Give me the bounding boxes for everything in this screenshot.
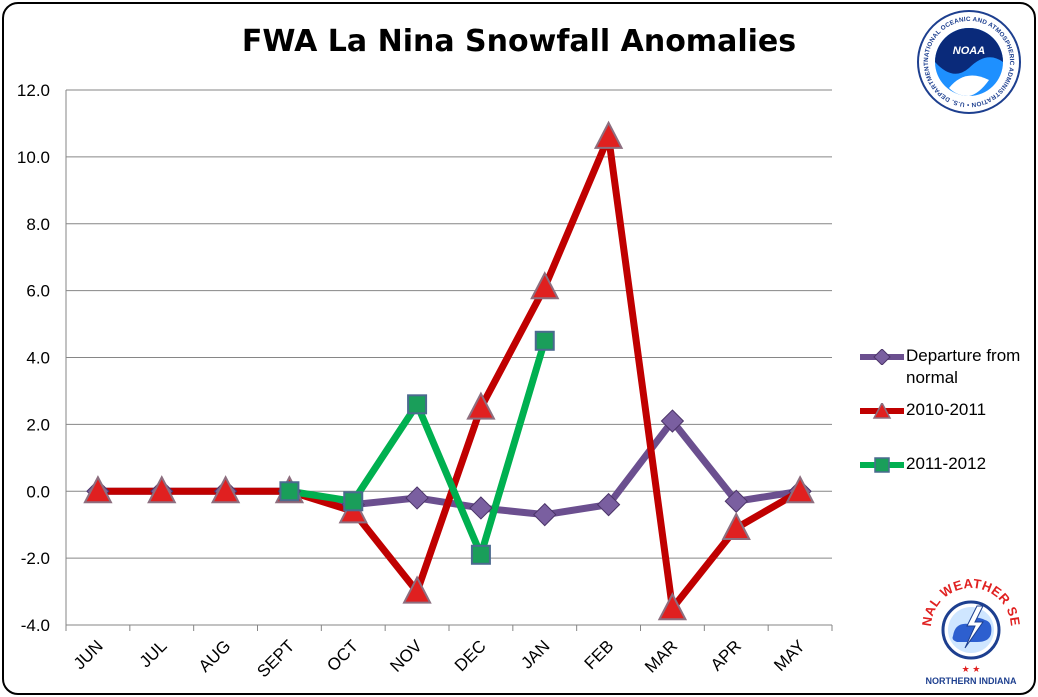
x-tick-label: JAN: [517, 636, 553, 672]
legend-swatch-departure: [860, 349, 904, 365]
data-point: [469, 496, 493, 520]
data-point: [785, 475, 815, 504]
data-point: [593, 120, 624, 149]
y-tick-label: 8.0: [26, 215, 50, 234]
data-point: [343, 491, 364, 512]
data-point: [407, 394, 428, 415]
y-tick-label: 10.0: [17, 148, 50, 167]
legend-item-2010-2011: 2010-2011: [858, 399, 1033, 439]
x-tick-label: MAR: [641, 636, 681, 676]
series-line: [285, 337, 549, 559]
data-point: [402, 575, 432, 604]
y-tick-label: 12.0: [17, 81, 50, 100]
y-tick-label: 6.0: [26, 282, 50, 301]
legend-swatch-2010-2011: [860, 403, 904, 419]
x-tick-label: JUN: [70, 636, 107, 673]
y-tick-label: 0.0: [26, 482, 50, 501]
svg-text:★ ★: ★ ★: [962, 664, 981, 674]
y-tick-label: 2.0: [26, 415, 50, 434]
x-tick-label: SEPT: [253, 636, 298, 681]
legend-swatch-2011-2012: [860, 457, 904, 473]
nws-logo: NATIONAL WEATHER SERVICE ★ ★ NORTHERN IN…: [917, 576, 1023, 686]
data-point: [721, 511, 751, 541]
series-line: [94, 133, 804, 612]
nws-caption: NORTHERN INDIANA: [926, 676, 1017, 686]
data-point: [660, 409, 685, 433]
x-tick-label: APR: [707, 636, 745, 674]
x-tick-label: OCT: [323, 636, 362, 675]
legend-label-2010-2011: 2010-2011: [906, 400, 987, 419]
x-tick-label: FEB: [581, 636, 618, 673]
legend-label-2011-2012: 2011-2012: [906, 454, 987, 473]
legend-item-departure: Departure from normal: [858, 345, 1033, 387]
data-point: [466, 391, 496, 420]
y-tick-label: -2.0: [21, 549, 50, 568]
legend-label-departure: Departure from normal: [906, 346, 1021, 387]
noaa-logo: NATIONAL OCEANIC AND ATMOSPHERIC ADMINIS…: [917, 10, 1021, 114]
legend-item-2011-2012: 2011-2012: [858, 453, 1033, 493]
x-tick-label: DEC: [451, 636, 490, 675]
data-point: [657, 592, 688, 621]
y-tick-label: -4.0: [21, 616, 50, 635]
x-tick-label: NOV: [386, 636, 426, 676]
data-point: [147, 475, 177, 504]
data-point: [210, 475, 241, 504]
noaa-logo-text: NOAA: [953, 45, 985, 57]
data-point: [534, 330, 555, 351]
x-tick-label: AUG: [195, 636, 234, 675]
x-tick-label: MAY: [770, 636, 809, 675]
data-point: [83, 475, 113, 504]
data-point: [279, 481, 300, 502]
data-point: [533, 502, 557, 527]
data-point: [596, 492, 621, 517]
y-tick-label: 4.0: [26, 349, 50, 368]
x-tick-label: JUL: [136, 636, 171, 671]
data-point: [405, 486, 429, 510]
data-point: [470, 544, 491, 565]
data-point: [530, 271, 560, 300]
chart-title: FWA La Nina Snowfall Anomalies: [241, 24, 797, 59]
